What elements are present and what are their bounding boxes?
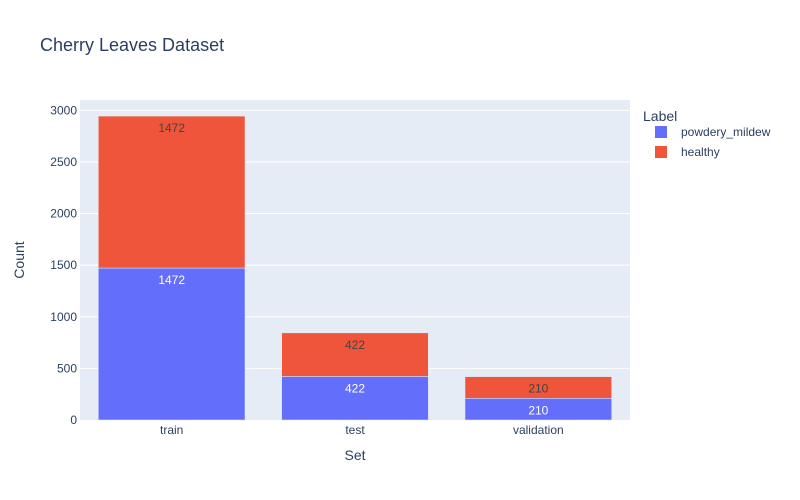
x-tick-label: validation — [513, 423, 564, 437]
bar-healthy-train[interactable] — [98, 115, 246, 269]
bar-labels: 1472 1472 422 422 210 210 — [158, 121, 548, 417]
legend-swatch-healthy[interactable] — [655, 146, 667, 158]
bar-value-label: 1472 — [158, 121, 185, 135]
bar-powdery_mildew-test[interactable] — [281, 376, 429, 421]
bar-value-label: 422 — [345, 381, 365, 395]
x-axis-title: Set — [344, 447, 365, 463]
legend-item-powdery_mildew[interactable]: powdery_mildew — [681, 125, 771, 139]
y-tick-label: 1500 — [50, 258, 77, 272]
bar-powdery_mildew-train[interactable] — [98, 267, 246, 421]
y-tick-label: 3000 — [50, 103, 77, 117]
x-tick-label: test — [345, 423, 365, 437]
bar-value-label: 210 — [528, 403, 548, 417]
y-tick-label: 0 — [70, 413, 77, 427]
y-axis-title: Count — [11, 241, 27, 278]
legend-swatch-powdery_mildew[interactable] — [655, 126, 667, 138]
bar-healthy-test[interactable] — [281, 332, 429, 377]
x-tick-label: train — [160, 423, 183, 437]
legend-item-healthy[interactable]: healthy — [681, 145, 720, 159]
x-axis-ticks: train test validation — [160, 423, 564, 437]
y-tick-label: 2000 — [50, 207, 77, 221]
chart-title: Cherry Leaves Dataset — [40, 35, 224, 55]
y-axis-ticks: 0 500 1000 1500 2000 2500 3000 — [50, 103, 77, 427]
y-tick-label: 1000 — [50, 310, 77, 324]
y-tick-label: 500 — [57, 361, 77, 375]
bar-value-label: 1472 — [158, 273, 185, 287]
legend-title: Label — [643, 108, 677, 124]
y-tick-label: 2500 — [50, 155, 77, 169]
bar-value-label: 422 — [345, 338, 365, 352]
bars — [98, 115, 612, 421]
bar-value-label: 210 — [528, 382, 548, 396]
bar-healthy-validation[interactable] — [464, 376, 612, 399]
